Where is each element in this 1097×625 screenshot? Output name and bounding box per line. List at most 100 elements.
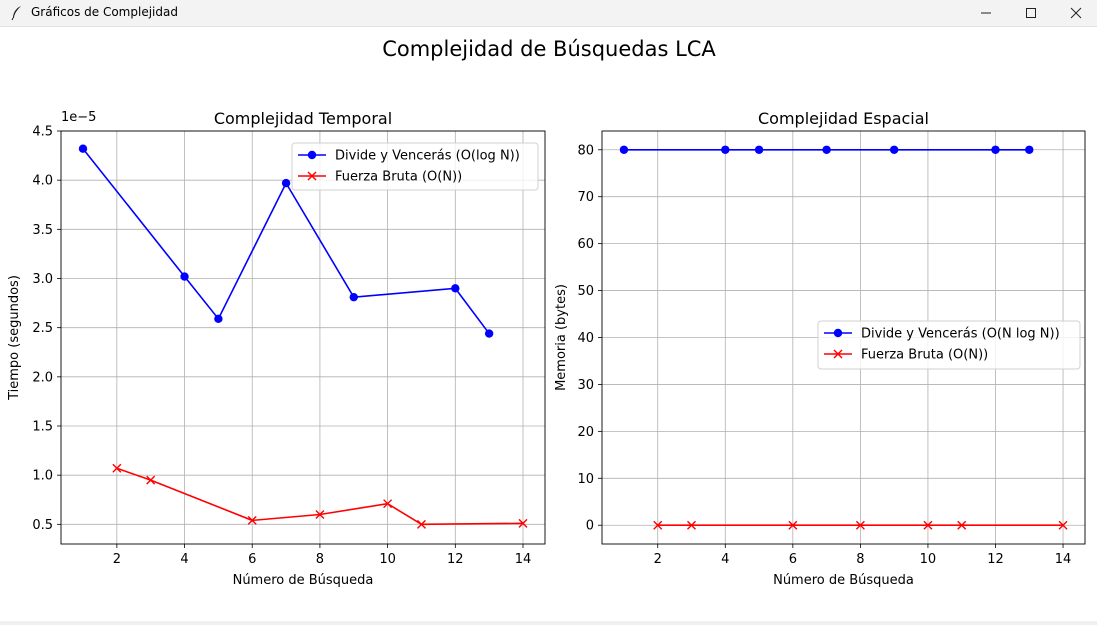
window-title: Gráficos de Complejidad	[31, 5, 178, 19]
data-point	[923, 520, 933, 530]
data-point-stroke	[1058, 520, 1068, 530]
data-point	[855, 520, 865, 530]
data-point	[518, 518, 528, 528]
data-point	[484, 329, 494, 338]
y-tick-label: 2.0	[32, 370, 53, 385]
data-point	[451, 284, 460, 293]
data-point-stroke	[383, 499, 393, 509]
x-tick-label: 10	[379, 552, 396, 567]
y-tick-label: 2.5	[32, 321, 53, 336]
y-tick-label: 3.0	[32, 272, 53, 287]
y-tick-label: 70	[577, 190, 594, 205]
legend-label: Divide y Vencerás (O(N log N))	[861, 327, 1060, 342]
window-titlebar: Gráficos de Complejidad	[0, 0, 1097, 27]
y-tick-label: 60	[577, 237, 594, 252]
legend-marker	[833, 349, 843, 359]
data-point	[889, 145, 899, 154]
legend-marker	[307, 171, 317, 181]
data-point	[619, 145, 629, 154]
y-tick-label: 4.0	[32, 174, 53, 189]
legend-label: Divide y Vencerás (O(log N))	[335, 149, 520, 164]
y-tick-label: 0.5	[32, 518, 53, 533]
y-tick-label: 20	[577, 425, 594, 440]
data-point	[687, 520, 697, 530]
y-tick-label: 0	[586, 519, 594, 534]
x-tick-label: 6	[248, 552, 256, 567]
data-point-stroke	[416, 519, 426, 529]
data-point	[315, 510, 325, 519]
axes-frame	[601, 130, 1086, 545]
x-tick-label: 12	[987, 552, 1004, 567]
y-tick-label: 3.5	[32, 223, 53, 238]
axes-frame	[60, 130, 546, 545]
y-tick-label: 50	[577, 284, 594, 299]
y-tick-label: 40	[577, 331, 594, 346]
x-tick-label: 14	[1055, 552, 1072, 567]
close-button[interactable]	[1053, 0, 1097, 26]
data-point	[281, 178, 291, 188]
x-tick-label: 8	[856, 552, 864, 567]
data-point-stroke	[247, 515, 257, 525]
data-point	[180, 272, 189, 281]
legend-label: Fuerza Bruta (O(N))	[861, 348, 988, 363]
data-point	[247, 515, 257, 525]
legend-marker	[307, 150, 317, 160]
y-axis-label: Tiempo (segundos)	[7, 275, 22, 401]
data-point-stroke	[788, 520, 798, 530]
x-axis-label: Número de Búsqueda	[773, 573, 914, 588]
figure-canvas: Complejidad de Búsquedas LCA 2 4 6 8 10 12 14 0…	[0, 27, 1097, 621]
minimize-icon	[981, 12, 991, 14]
x-tick-label: 4	[721, 552, 729, 567]
maximize-icon	[1026, 8, 1036, 18]
data-point-stroke	[957, 520, 967, 530]
data-point-stroke	[112, 463, 122, 473]
x-tick-label: 10	[920, 552, 937, 567]
data-point-stroke	[146, 475, 156, 485]
y-tick-label: 10	[577, 472, 594, 487]
y-tick-label: 1.5	[32, 420, 53, 435]
y-tick-label: 80	[577, 143, 594, 158]
figure-suptitle: Complejidad de Búsquedas LCA	[382, 37, 716, 61]
data-point-stroke	[518, 518, 528, 528]
figure-svg: Complejidad de Búsquedas LCA 2 4 6 8 10 12 14 0…	[7, 37, 1086, 588]
data-point	[991, 145, 1000, 154]
data-point	[754, 145, 764, 154]
y-tick-label: 30	[577, 378, 594, 393]
data-point-stroke	[687, 520, 697, 530]
data-point	[112, 463, 122, 473]
data-point	[653, 520, 663, 530]
legend-box	[291, 142, 539, 191]
data-point-stroke	[923, 520, 933, 530]
maximize-button[interactable]	[1008, 0, 1054, 26]
data-point	[1025, 145, 1034, 154]
data-point	[721, 145, 730, 154]
data-point-stroke	[653, 520, 663, 530]
y-axis-label: Memoria (bytes)	[554, 284, 569, 391]
data-point	[146, 475, 156, 485]
data-point	[822, 145, 831, 154]
data-point	[788, 520, 798, 530]
x-tick-label: 2	[654, 552, 662, 567]
legend-marker-stroke	[833, 349, 843, 359]
chart-title: Complejidad Temporal	[214, 109, 392, 128]
y-tick-label: 4.5	[32, 125, 53, 140]
data-point	[1058, 520, 1068, 530]
data-point	[78, 144, 88, 153]
legend-label: Fuerza Bruta (O(N))	[335, 170, 462, 185]
chart-1	[57, 130, 546, 548]
minimize-button[interactable]	[963, 0, 1009, 26]
data-point-stroke	[315, 510, 325, 519]
x-tick-label: 2	[113, 552, 121, 567]
data-point-stroke	[855, 520, 865, 530]
x-tick-label: 12	[447, 552, 464, 567]
x-axis-label: Número de Búsqueda	[233, 573, 374, 588]
x-tick-label: 8	[316, 552, 324, 567]
y-tick-label: 1.0	[32, 469, 53, 484]
data-point	[383, 499, 393, 509]
axis-offset-text: 1e−5	[61, 110, 96, 125]
data-point	[214, 314, 223, 324]
x-tick-label: 14	[515, 552, 532, 567]
chart-2	[598, 130, 1086, 548]
feather-icon	[11, 6, 21, 21]
chart-title: Complejidad Espacial	[758, 109, 929, 128]
